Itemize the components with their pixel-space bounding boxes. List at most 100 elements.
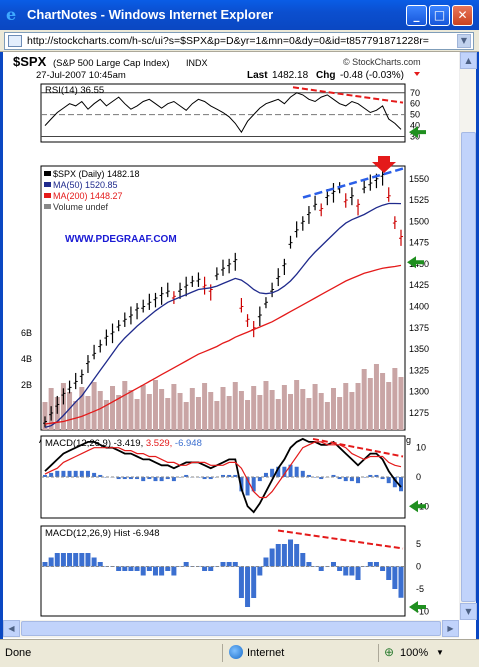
- hist-bar: [337, 566, 343, 571]
- address-dropdown-icon[interactable]: ▼: [457, 34, 471, 48]
- green-arrow-icon: [407, 256, 424, 269]
- status-bar: Done Internet ⊕ 100% ▼: [0, 639, 479, 667]
- macd-hist-bar: [270, 468, 275, 477]
- volume-bar: [251, 386, 257, 430]
- hist-bar: [67, 553, 73, 567]
- minimize-button[interactable]: _: [406, 5, 427, 26]
- volume-bar: [116, 395, 122, 430]
- status-text: Done: [5, 647, 32, 659]
- macd-hist-bar: [313, 477, 318, 478]
- hist-bar: [226, 562, 232, 567]
- macd-hist-bar: [288, 464, 293, 477]
- stockcharts-brand: © StockCharts.com: [343, 57, 421, 67]
- volume-bar: [245, 400, 251, 430]
- maximize-button[interactable]: □: [429, 5, 450, 26]
- hist-bar: [318, 566, 324, 571]
- hist-bar: [73, 553, 79, 567]
- volume-bar: [300, 389, 306, 430]
- volume-bar: [275, 399, 281, 430]
- macd-hist-bar: [227, 474, 232, 477]
- rsi-trendline: [292, 86, 404, 104]
- hist-bar: [263, 557, 269, 567]
- volume-bar: [330, 388, 336, 430]
- volume-bar: [195, 397, 201, 430]
- scroll-up-icon[interactable]: ▲: [460, 52, 477, 69]
- address-field[interactable]: http://stockcharts.com/h-sc/ui?s=$SPX&p=…: [4, 32, 474, 50]
- volume-bar: [367, 378, 373, 430]
- scroll-thumb[interactable]: [461, 132, 476, 602]
- status-separator: [222, 644, 223, 662]
- hist-bar: [373, 562, 379, 567]
- volume-bar: [238, 391, 244, 430]
- horizontal-scrollbar[interactable]: ◀ ▶: [3, 620, 459, 638]
- legend-swatch: [44, 182, 51, 187]
- hscroll-thumb[interactable]: [21, 621, 441, 636]
- ma50-line: [44, 202, 402, 429]
- macd-hist-panel: 5 0 -5 -10 MACD(12,26,9) Hist -6.948: [40, 525, 429, 617]
- macd-hist-bar: [374, 474, 379, 477]
- macd-hist-bar: [61, 470, 66, 477]
- volume-bar: [355, 383, 361, 430]
- volume-bar: [392, 368, 398, 430]
- macd-hist-bar: [251, 477, 256, 492]
- chart-symbol: $SPX: [13, 54, 47, 69]
- volume-bar: [67, 392, 73, 430]
- hist-bar: [165, 566, 171, 571]
- price-tick-label: 1375: [409, 323, 429, 333]
- volume-bar: [91, 382, 97, 430]
- page-icon: [8, 35, 22, 47]
- hist-bar: [146, 566, 152, 571]
- security-zone: Internet: [247, 647, 285, 659]
- scroll-left-icon[interactable]: ◀: [3, 620, 20, 637]
- stock-chart: $SPX (S&P 500 Large Cap Index) INDX © St…: [13, 54, 429, 617]
- macd-hist-bar: [294, 466, 299, 477]
- macd-hist-bar: [392, 477, 397, 488]
- scroll-down-icon[interactable]: ▼: [460, 603, 477, 620]
- hist-bar: [257, 566, 263, 576]
- volume-bar: [110, 386, 116, 430]
- volume-bar: [220, 387, 226, 430]
- macd-hist-bar: [300, 470, 305, 477]
- hist-bar: [386, 566, 392, 580]
- hist-bar: [367, 562, 373, 567]
- hist-bar: [380, 566, 386, 571]
- hist-bar: [91, 557, 97, 567]
- zoom-dropdown-icon[interactable]: ▼: [436, 648, 444, 657]
- macd-hist-bar: [337, 477, 342, 480]
- hist-bar: [208, 566, 214, 571]
- scroll-right-icon[interactable]: ▶: [442, 620, 459, 637]
- volume-bar: [202, 383, 208, 430]
- vertical-scrollbar[interactable]: ▲ ▼: [459, 52, 477, 620]
- resistance-trendline: [302, 167, 404, 199]
- macd-hist-bar: [171, 477, 176, 482]
- hist-bar: [122, 566, 128, 571]
- hist-bar: [159, 566, 165, 576]
- hist-bar: [54, 553, 60, 567]
- macd-hist-bar: [380, 477, 385, 480]
- macd-hist-bar: [184, 474, 189, 477]
- volume-bar: [294, 380, 300, 430]
- macd-hist-bar: [202, 477, 207, 480]
- signal-line: [44, 441, 402, 499]
- hist-bar: [60, 553, 66, 567]
- hist-bar: [134, 566, 140, 571]
- watermark: WWW.PDEGRAAF.COM: [65, 234, 177, 245]
- hist-title: MACD(12,26,9) Hist -6.948: [45, 528, 160, 539]
- last-value: 1482.18: [272, 70, 309, 81]
- price-tick-label: 1400: [409, 302, 429, 312]
- url-text[interactable]: http://stockcharts.com/h-sc/ui?s=$SPX&p=…: [27, 35, 429, 47]
- zoom-icon[interactable]: ⊕: [384, 645, 395, 659]
- close-button[interactable]: ✕: [452, 5, 473, 26]
- volume-bar: [208, 392, 214, 430]
- volume-bar: [269, 390, 275, 430]
- macd-hist-bar: [128, 477, 133, 480]
- legend-swatch: [44, 171, 51, 176]
- zoom-level[interactable]: 100%: [400, 647, 429, 659]
- volume-bar: [189, 388, 195, 430]
- hist-tick-label: -10: [416, 607, 429, 617]
- macd-hist-bar: [67, 470, 72, 477]
- volume-tick-label: 4B: [21, 354, 32, 364]
- macd-hist-bar: [276, 466, 281, 477]
- volume-bar: [361, 369, 367, 430]
- hist-bar: [79, 553, 85, 567]
